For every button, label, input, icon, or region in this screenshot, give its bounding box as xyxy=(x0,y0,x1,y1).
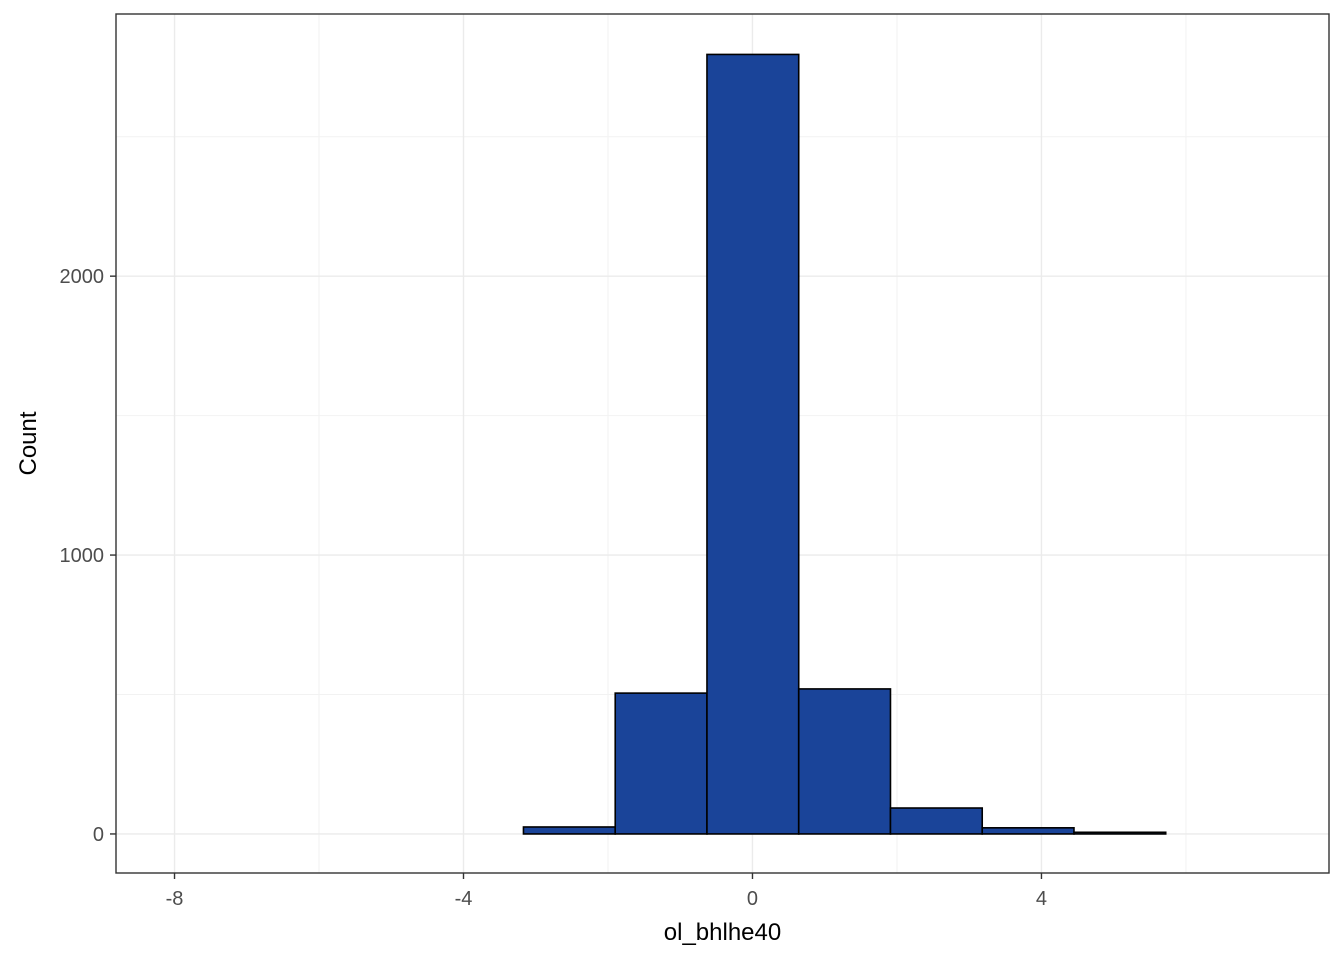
x-axis-title: ol_bhlhe40 xyxy=(664,919,781,946)
x-axis: -8 -4 0 4 xyxy=(166,873,1047,910)
histogram-bar xyxy=(522,826,617,835)
y-axis-title: Count xyxy=(15,411,42,475)
x-tick-label: 0 xyxy=(747,888,758,910)
histogram-bar xyxy=(1073,831,1167,835)
y-tick-label: 0 xyxy=(93,824,104,846)
x-tick-label: 4 xyxy=(1036,888,1047,910)
histogram-bar xyxy=(889,807,984,835)
y-tick-label: 2000 xyxy=(60,266,105,288)
histogram-bar xyxy=(706,53,800,835)
bars-layer xyxy=(522,53,1167,835)
histogram-bar xyxy=(614,692,708,835)
y-axis: 0 1000 2000 xyxy=(60,266,116,846)
x-tick-label: -8 xyxy=(166,888,184,910)
y-tick-label: 1000 xyxy=(60,545,105,567)
panel-border xyxy=(115,13,1330,874)
x-tick-label: -4 xyxy=(455,888,473,910)
histogram-bar xyxy=(797,688,892,835)
histogram-bar xyxy=(981,827,1075,835)
